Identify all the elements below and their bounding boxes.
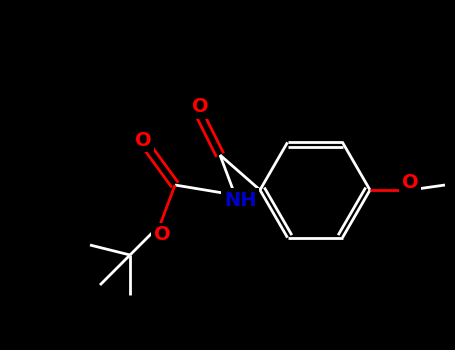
Text: O: O [135,131,152,149]
Text: O: O [154,225,170,245]
Text: O: O [192,98,208,117]
Text: NH: NH [224,190,256,210]
Text: O: O [402,173,418,191]
